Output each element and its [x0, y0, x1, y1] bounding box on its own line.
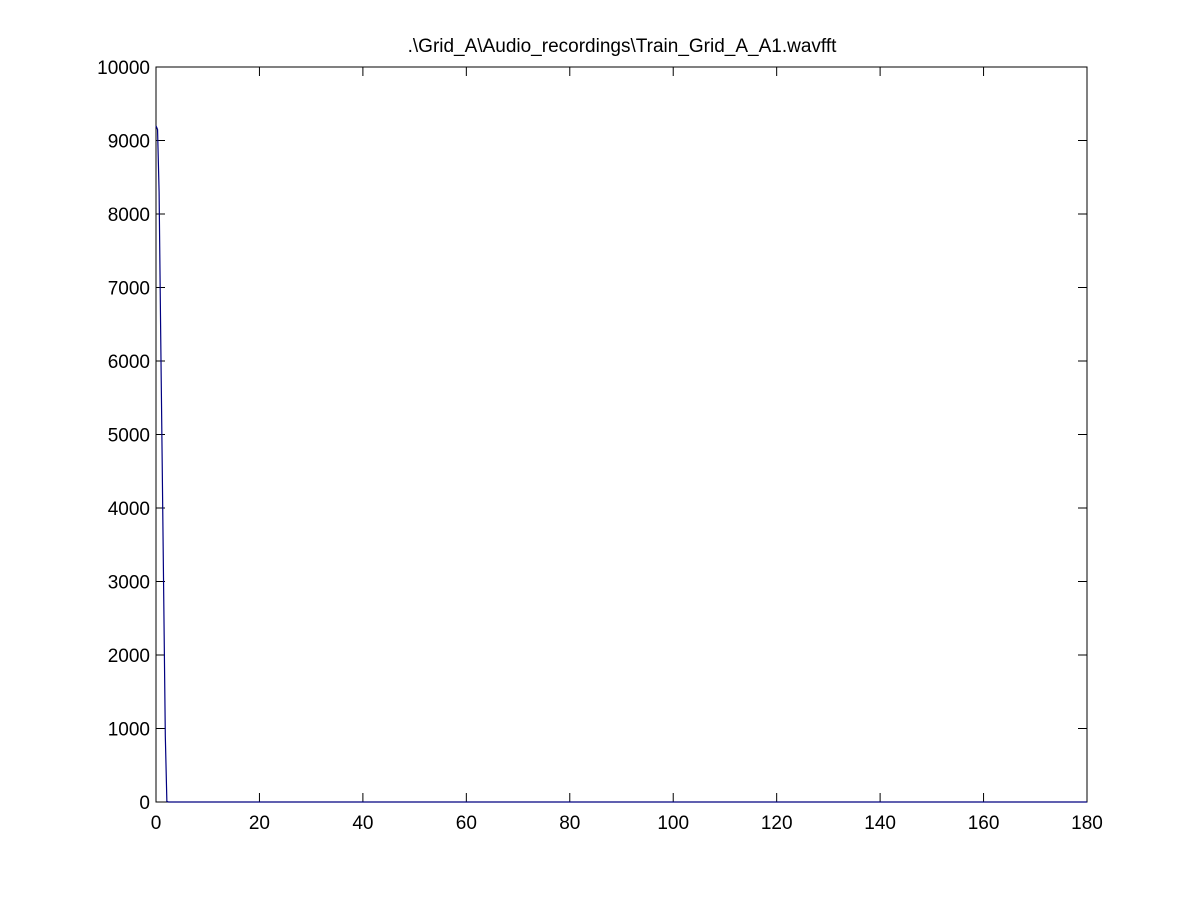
x-tick-label: 80 [559, 813, 580, 834]
y-tick-label: 8000 [108, 205, 150, 226]
x-tick-label: 160 [968, 813, 1000, 834]
plot-area [155, 125, 1087, 803]
x-tick-label: 140 [864, 813, 896, 834]
plot-frame [155, 66, 1088, 803]
x-tick-label: 60 [456, 813, 477, 834]
x-tick-label: 40 [352, 813, 373, 834]
x-tick-label: 20 [249, 813, 270, 834]
x-tick-label: 100 [657, 813, 689, 834]
y-tick-label: 1000 [108, 720, 150, 741]
y-tick-label: 5000 [108, 426, 150, 447]
y-tick-label: 2000 [108, 646, 150, 667]
axes: 0 20 40 60 80 100 120 140 160 180 0 1000 2000 3000 400… [97, 58, 1103, 834]
y-tick-label: 9000 [108, 132, 150, 153]
x-tick-label: 0 [151, 813, 162, 834]
y-tick-label: 0 [139, 793, 150, 814]
chart-title: .\Grid_A\Audio_recordings\Train_Grid_A_A… [408, 36, 837, 57]
y-tick-label: 3000 [108, 573, 150, 594]
series-line [155, 125, 1087, 803]
x-tick-label: 180 [1071, 813, 1103, 834]
x-tick-label: 120 [761, 813, 793, 834]
y-tick-label: 7000 [108, 279, 150, 300]
y-tick-label: 6000 [108, 352, 150, 373]
y-tick-label: 10000 [97, 58, 150, 79]
y-tick-label: 4000 [108, 499, 150, 520]
